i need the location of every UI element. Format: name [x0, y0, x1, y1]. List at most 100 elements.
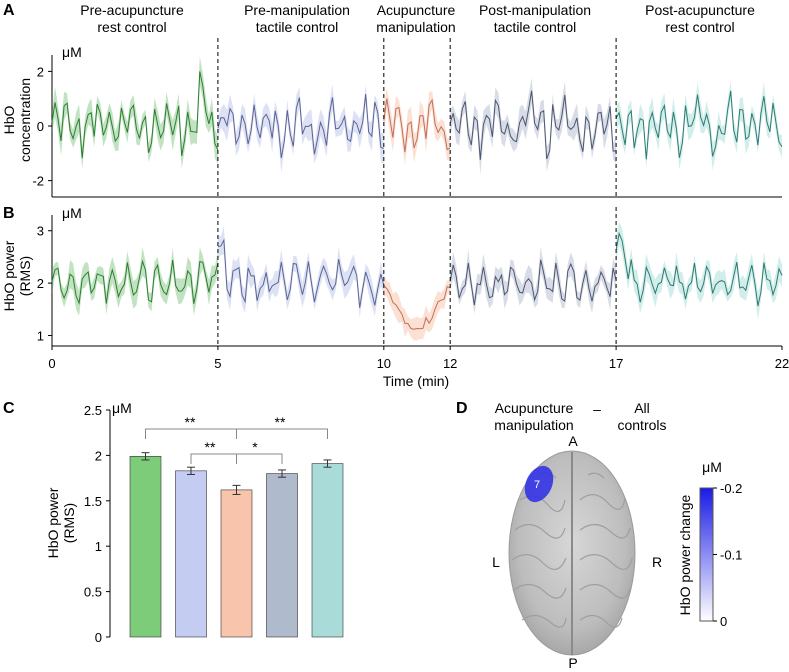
panel-b-band-3: [383, 275, 451, 341]
panel-c-ytick-label-6: 0: [95, 630, 102, 645]
panel-c-sig-label-4: *: [252, 439, 258, 455]
panel-b-xtick-label-3: 10: [377, 356, 391, 371]
panel-c-ytick-label-2: 2: [95, 448, 102, 463]
panel-c-bar-4: [266, 473, 298, 638]
panel-c-ytick-label-3: 1.5: [84, 494, 102, 509]
panel-a-series-3: [383, 98, 451, 153]
panel-d-letter: D: [456, 400, 468, 417]
panel-c-bar-5: [311, 463, 344, 638]
panel-b-band-5: [616, 222, 782, 320]
panel-c-bar-3: [220, 489, 253, 638]
panel-a-band-1: [52, 56, 218, 170]
orient-right: R: [652, 554, 662, 570]
panel-a-band-5: [616, 80, 782, 171]
panel-b-letter: B: [3, 205, 15, 222]
panel-a-unit: μM: [62, 44, 82, 60]
panel-a-letter: A: [3, 2, 15, 19]
panel-c-ylabel-line2: (RMS): [61, 503, 77, 543]
panel-d: D Acupuncture manipulation – All control…: [456, 400, 742, 671]
panel-c-ytick-label-5: 0.5: [84, 585, 102, 600]
colorbar-tick-label-3: 0: [720, 614, 727, 629]
panel-c: C μM HbO power (RMS) 2.521.510.50*******: [3, 400, 344, 645]
orient-anterior: A: [568, 433, 578, 449]
colorbar-title: HbO power change: [677, 494, 693, 615]
panel-b-unit: μM: [62, 205, 82, 221]
panel-b-xtick-label-1: 0: [48, 356, 55, 371]
contrast-left-line2: manipulation: [494, 417, 573, 433]
orient-posterior: P: [568, 655, 577, 671]
panel-b-ytick-label-2: 2: [37, 276, 44, 291]
activation-spot-label: 7: [534, 479, 540, 491]
panel-a-series-1: [51, 71, 219, 159]
panel-b-series-4: [449, 259, 617, 306]
panel-a-band-4: [450, 78, 617, 176]
segment-2-line2: tactile control: [256, 19, 338, 35]
panel-b-ticks: 3 2 10 5 10 12 17 22: [37, 224, 789, 371]
panel-b-ylabel-line1: HbO power: [1, 240, 17, 311]
panel-c-ylabel-line1: HbO power: [45, 487, 61, 558]
contrast-dash: –: [593, 401, 601, 417]
contrast-left-line1: Acupuncture: [495, 400, 574, 416]
segment-4-line2: tactile control: [494, 19, 576, 35]
colorbar-ticks: -0.2 -0.1 0: [713, 481, 742, 629]
panel-c-ytick-label-4: 1: [95, 539, 102, 554]
activation-spot: [524, 465, 554, 503]
colorbar-tick-label-1: -0.2: [720, 481, 742, 496]
panel-b-xtick-label-6: 22: [775, 356, 789, 371]
segment-3-line1: Acupuncture: [377, 2, 456, 18]
panel-c-bar-2: [175, 470, 207, 638]
panel-c-sig-label-1: **: [185, 414, 196, 430]
segment-3-line2: manipulation: [376, 19, 455, 35]
panel-b-ytick-label-3: 1: [37, 329, 44, 344]
segment-5-line1: Post-acupuncture: [645, 2, 755, 18]
panel-a-series-5: [615, 90, 783, 160]
panel-b-series-1: [51, 259, 219, 306]
panel-a-plot: [51, 38, 783, 198]
colorbar-gradient: [699, 487, 714, 622]
panel-a-series-2: [217, 94, 384, 159]
colorbar: μM HbO power change -0.2 -0.1 0: [677, 459, 742, 629]
panel-c-sig-bracket-2: [190, 453, 237, 464]
segment-2-line1: Pre-manipulation: [244, 2, 350, 18]
panel-a: A μM HbO concentration 2 0 -2: [1, 2, 783, 198]
brain-top-view: 7: [508, 450, 636, 656]
colorbar-unit: μM: [702, 459, 722, 475]
panel-b-plot: [51, 207, 783, 347]
panel-b-xtick-label-5: 17: [609, 356, 623, 371]
panel-b-ylabel-line2: (RMS): [17, 256, 33, 296]
contrast-right-line1: All: [634, 400, 650, 416]
panel-b-xtick-label-2: 5: [214, 356, 221, 371]
contrast-right-line2: controls: [617, 417, 666, 433]
panel-a-series-4: [449, 90, 617, 160]
panel-c-bar-1: [129, 456, 162, 638]
panel-b-ytick-label-1: 3: [37, 224, 44, 239]
panel-a-yticks: 2 0 -2: [32, 64, 52, 189]
panel-c-sig-label-2: **: [205, 439, 216, 455]
panel-a-ylabel-line2: concentration: [17, 78, 33, 162]
panel-c-sig-bracket-3: [236, 428, 328, 439]
segment-4-line1: Post-manipulation: [479, 2, 591, 18]
orient-left: L: [492, 554, 500, 570]
panel-c-plot: 2.521.510.50*******: [84, 403, 344, 645]
brain-gyri: [511, 472, 633, 628]
panel-b-series-2: [217, 238, 385, 308]
panel-a-band-3: [383, 87, 451, 165]
panel-c-letter: C: [3, 400, 15, 417]
panel-a-ytick-label-1: 2: [37, 64, 44, 79]
panel-c-sig-bracket-1: [145, 428, 237, 439]
panel-c-sig-label-3: **: [275, 414, 286, 430]
colorbar-tick-label-2: -0.1: [720, 548, 742, 563]
panel-b: B μM HbO power (RMS) 3 2 10 5 10 12 17 22 Time …: [1, 205, 789, 389]
panel-b-xtick-label-4: 12: [443, 356, 457, 371]
panel-c-sig-bracket-4: [236, 453, 283, 464]
panel-a-ytick-label-3: -2: [32, 174, 44, 189]
panel-b-series-5: [615, 231, 783, 307]
panel-b-xlabel: Time (min): [383, 373, 449, 389]
panel-c-unit: μM: [112, 400, 132, 416]
panel-a-band-2: [217, 84, 384, 173]
panel-b-series-3: [383, 285, 451, 330]
panel-c-ytick-label-1: 2.5: [84, 403, 102, 418]
panel-a-ylabel-line1: HbO: [1, 106, 17, 135]
panel-a-ytick-label-2: 0: [37, 119, 44, 134]
